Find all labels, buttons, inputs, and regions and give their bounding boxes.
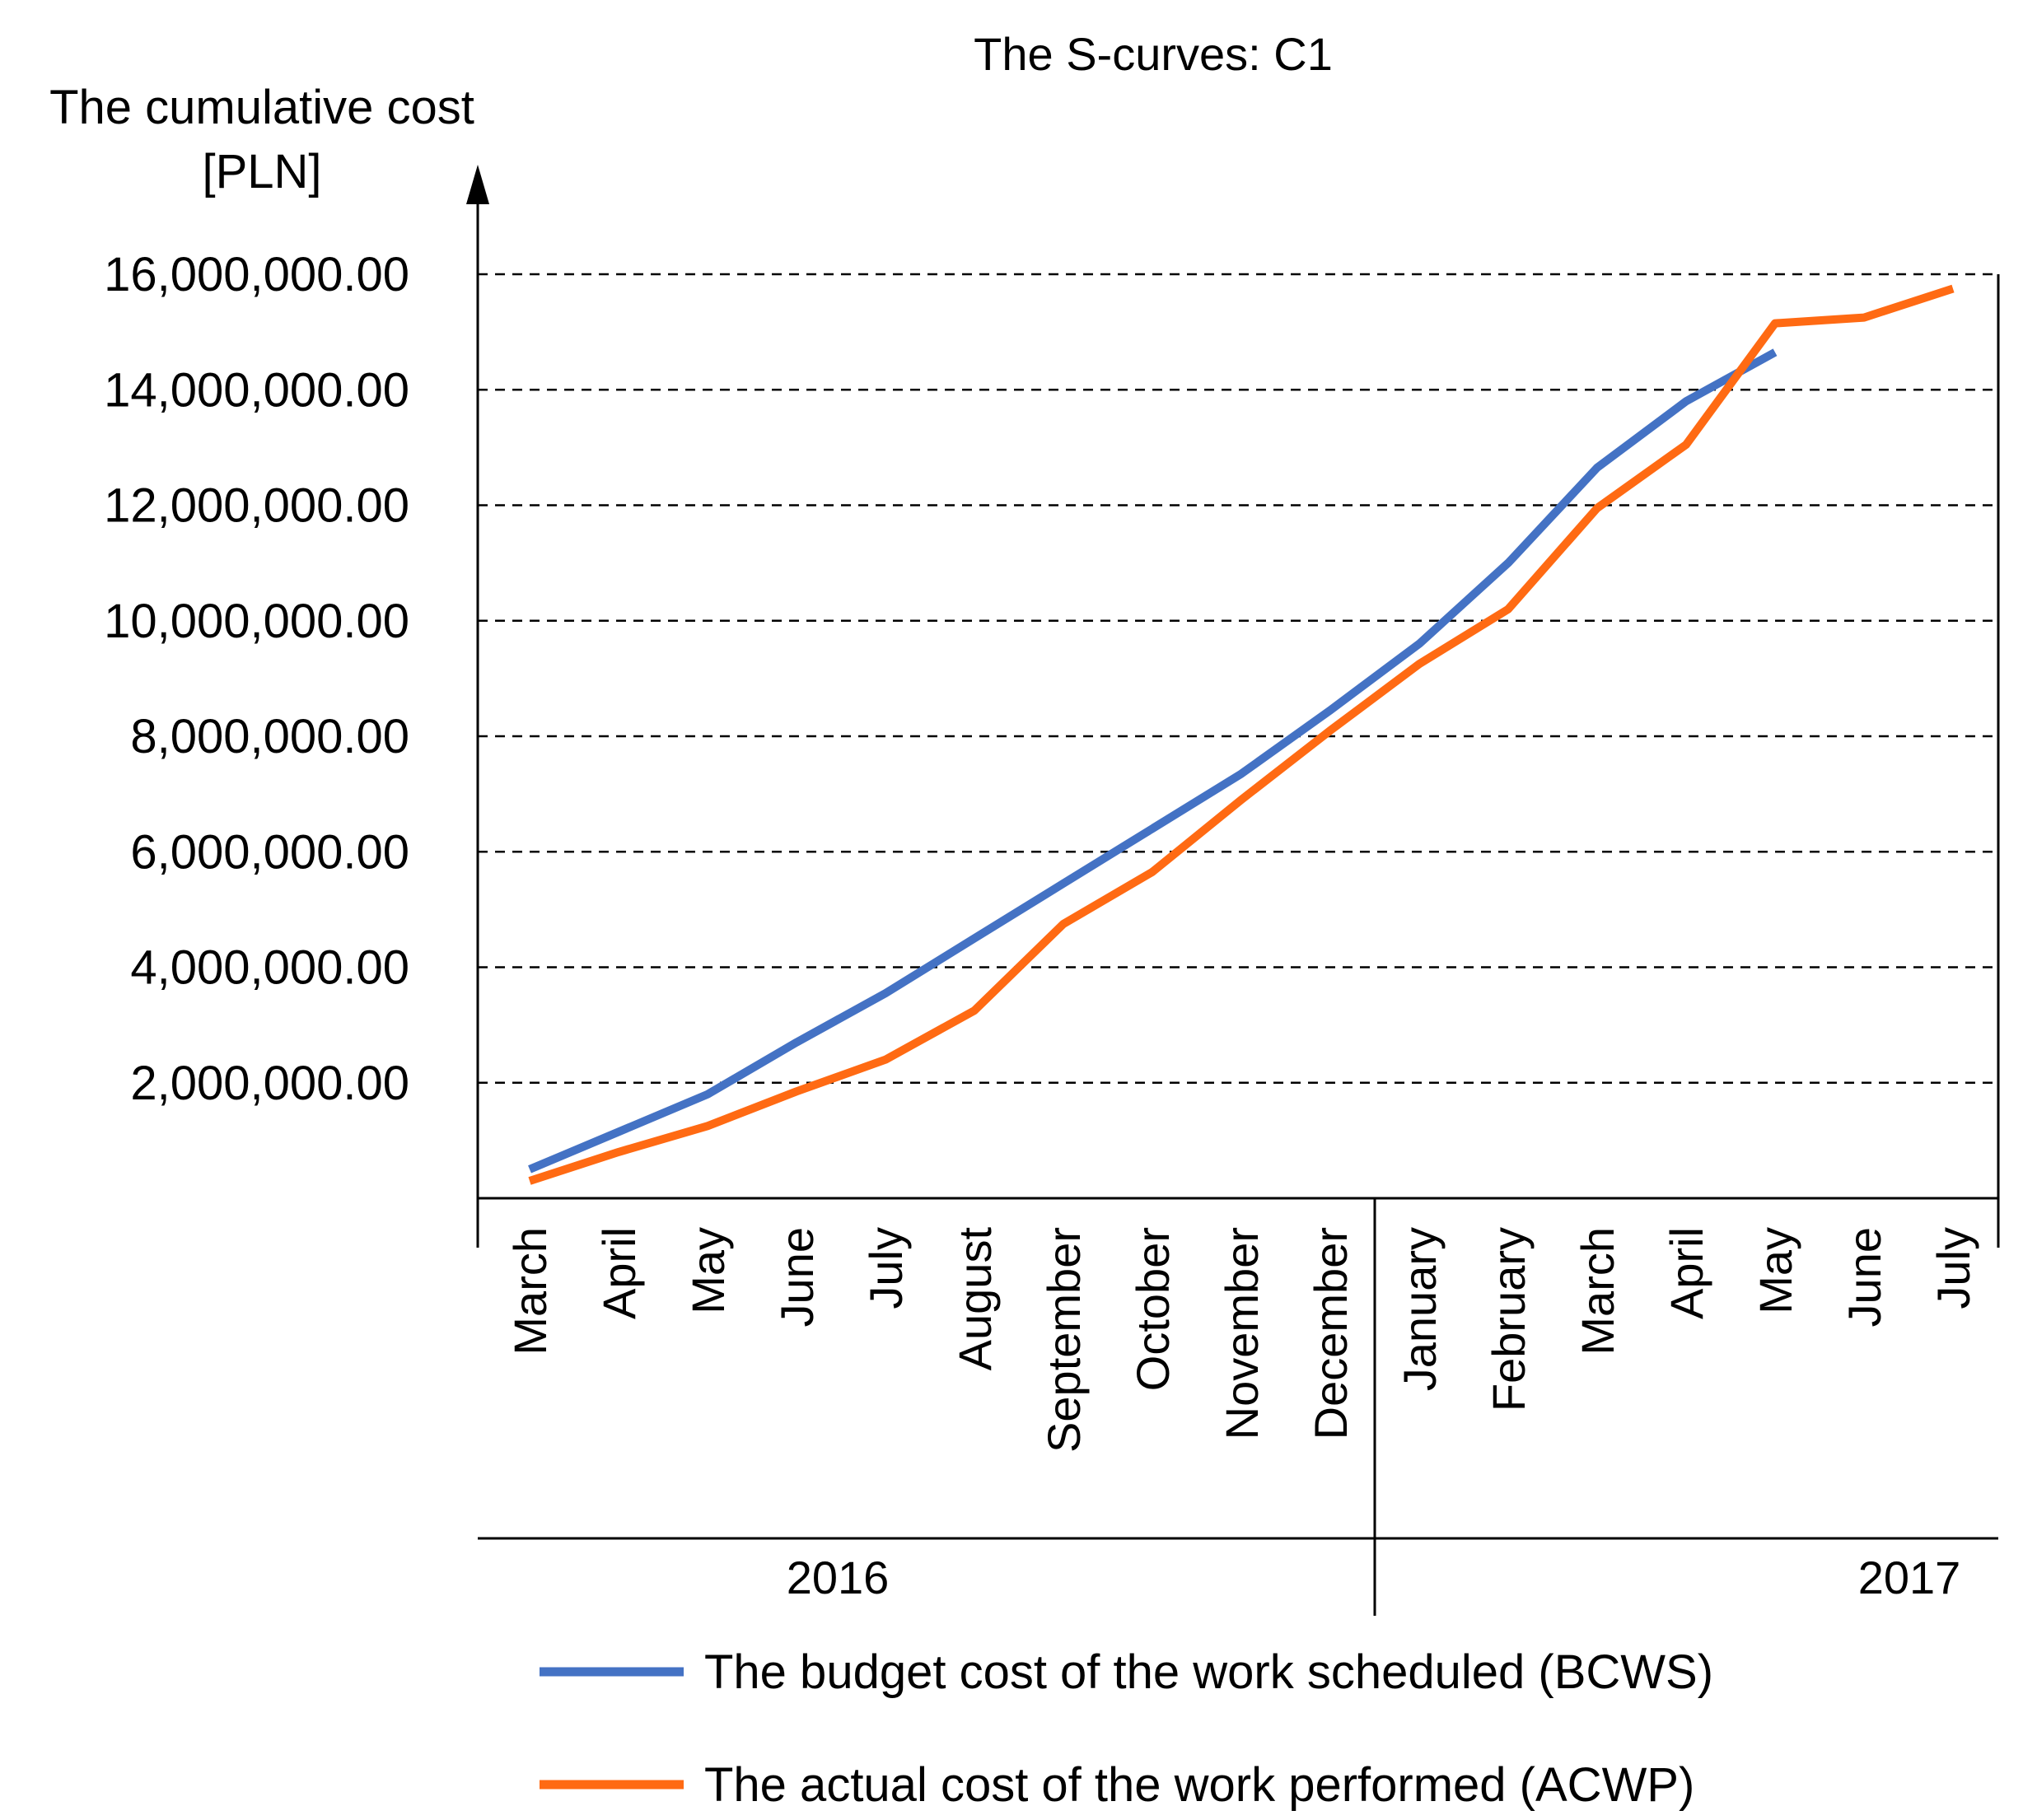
y-tick-label-7: 16,000,000.00 (104, 248, 409, 301)
acwp-line (528, 284, 1955, 1185)
x-tick-label-0: March (504, 1227, 556, 1356)
x-tick-label-1: April (593, 1227, 645, 1319)
x-tick-label-4: July (860, 1227, 912, 1309)
y-tick-label-0: 2,000,000.00 (130, 1057, 409, 1110)
bcws-line (528, 348, 1778, 1174)
bcws-legend-label: The budget cost of the work scheduled (B… (704, 1645, 1713, 1699)
y-axis-label-line-2: [PLN] (202, 145, 321, 198)
y-tick-label-3: 8,000,000.00 (130, 710, 409, 763)
year-label-2017: 2017 (1858, 1552, 1961, 1603)
x-tick-label-8: November (1216, 1227, 1268, 1440)
x-tick-label-7: October (1127, 1227, 1179, 1391)
y-tick-labels: 2,000,000.00 4,000,000.00 6,000,000.00 8,00… (104, 248, 409, 1110)
x-tick-label-12: March (1572, 1227, 1624, 1356)
x-tick-label-16: July (1927, 1227, 1979, 1309)
y-axis-label-line-1: The cumulative cost (49, 81, 474, 134)
gridlines (478, 273, 1998, 1084)
x-tick-label-14: May (1750, 1227, 1801, 1314)
x-tick-label-15: June (1838, 1227, 1890, 1327)
y-axis-arrow-icon (466, 165, 489, 204)
x-tick-label-6: September (1038, 1227, 1090, 1453)
chart-title: The S-curves: C1 (974, 28, 1333, 80)
year-label-2016: 2016 (787, 1552, 890, 1603)
y-tick-label-2: 6,000,000.00 (130, 825, 409, 879)
axes (466, 165, 2000, 1616)
x-tick-label-3: June (771, 1227, 823, 1327)
y-tick-label-6: 14,000,000.00 (104, 363, 409, 417)
legend: The budget cost of the work scheduled (B… (540, 1645, 1713, 1812)
x-tick-label-10: January (1394, 1227, 1446, 1391)
y-tick-label-4: 10,000,000.00 (104, 595, 409, 648)
acwp-legend-label: The actual cost of the work performed (A… (704, 1758, 1694, 1812)
data-series (528, 284, 1955, 1185)
x-tick-label-11: February (1483, 1227, 1535, 1412)
x-tick-label-2: May (682, 1227, 734, 1314)
x-tick-labels: March April May June July August September Octo… (504, 1227, 1979, 1453)
year-bands: 2016 2017 (787, 1552, 1961, 1603)
y-tick-label-1: 4,000,000.00 (130, 941, 409, 995)
x-tick-label-9: December (1305, 1227, 1357, 1440)
x-tick-label-5: August (949, 1227, 1001, 1371)
x-tick-label-13: April (1661, 1227, 1712, 1319)
y-tick-label-5: 12,000,000.00 (104, 479, 409, 533)
